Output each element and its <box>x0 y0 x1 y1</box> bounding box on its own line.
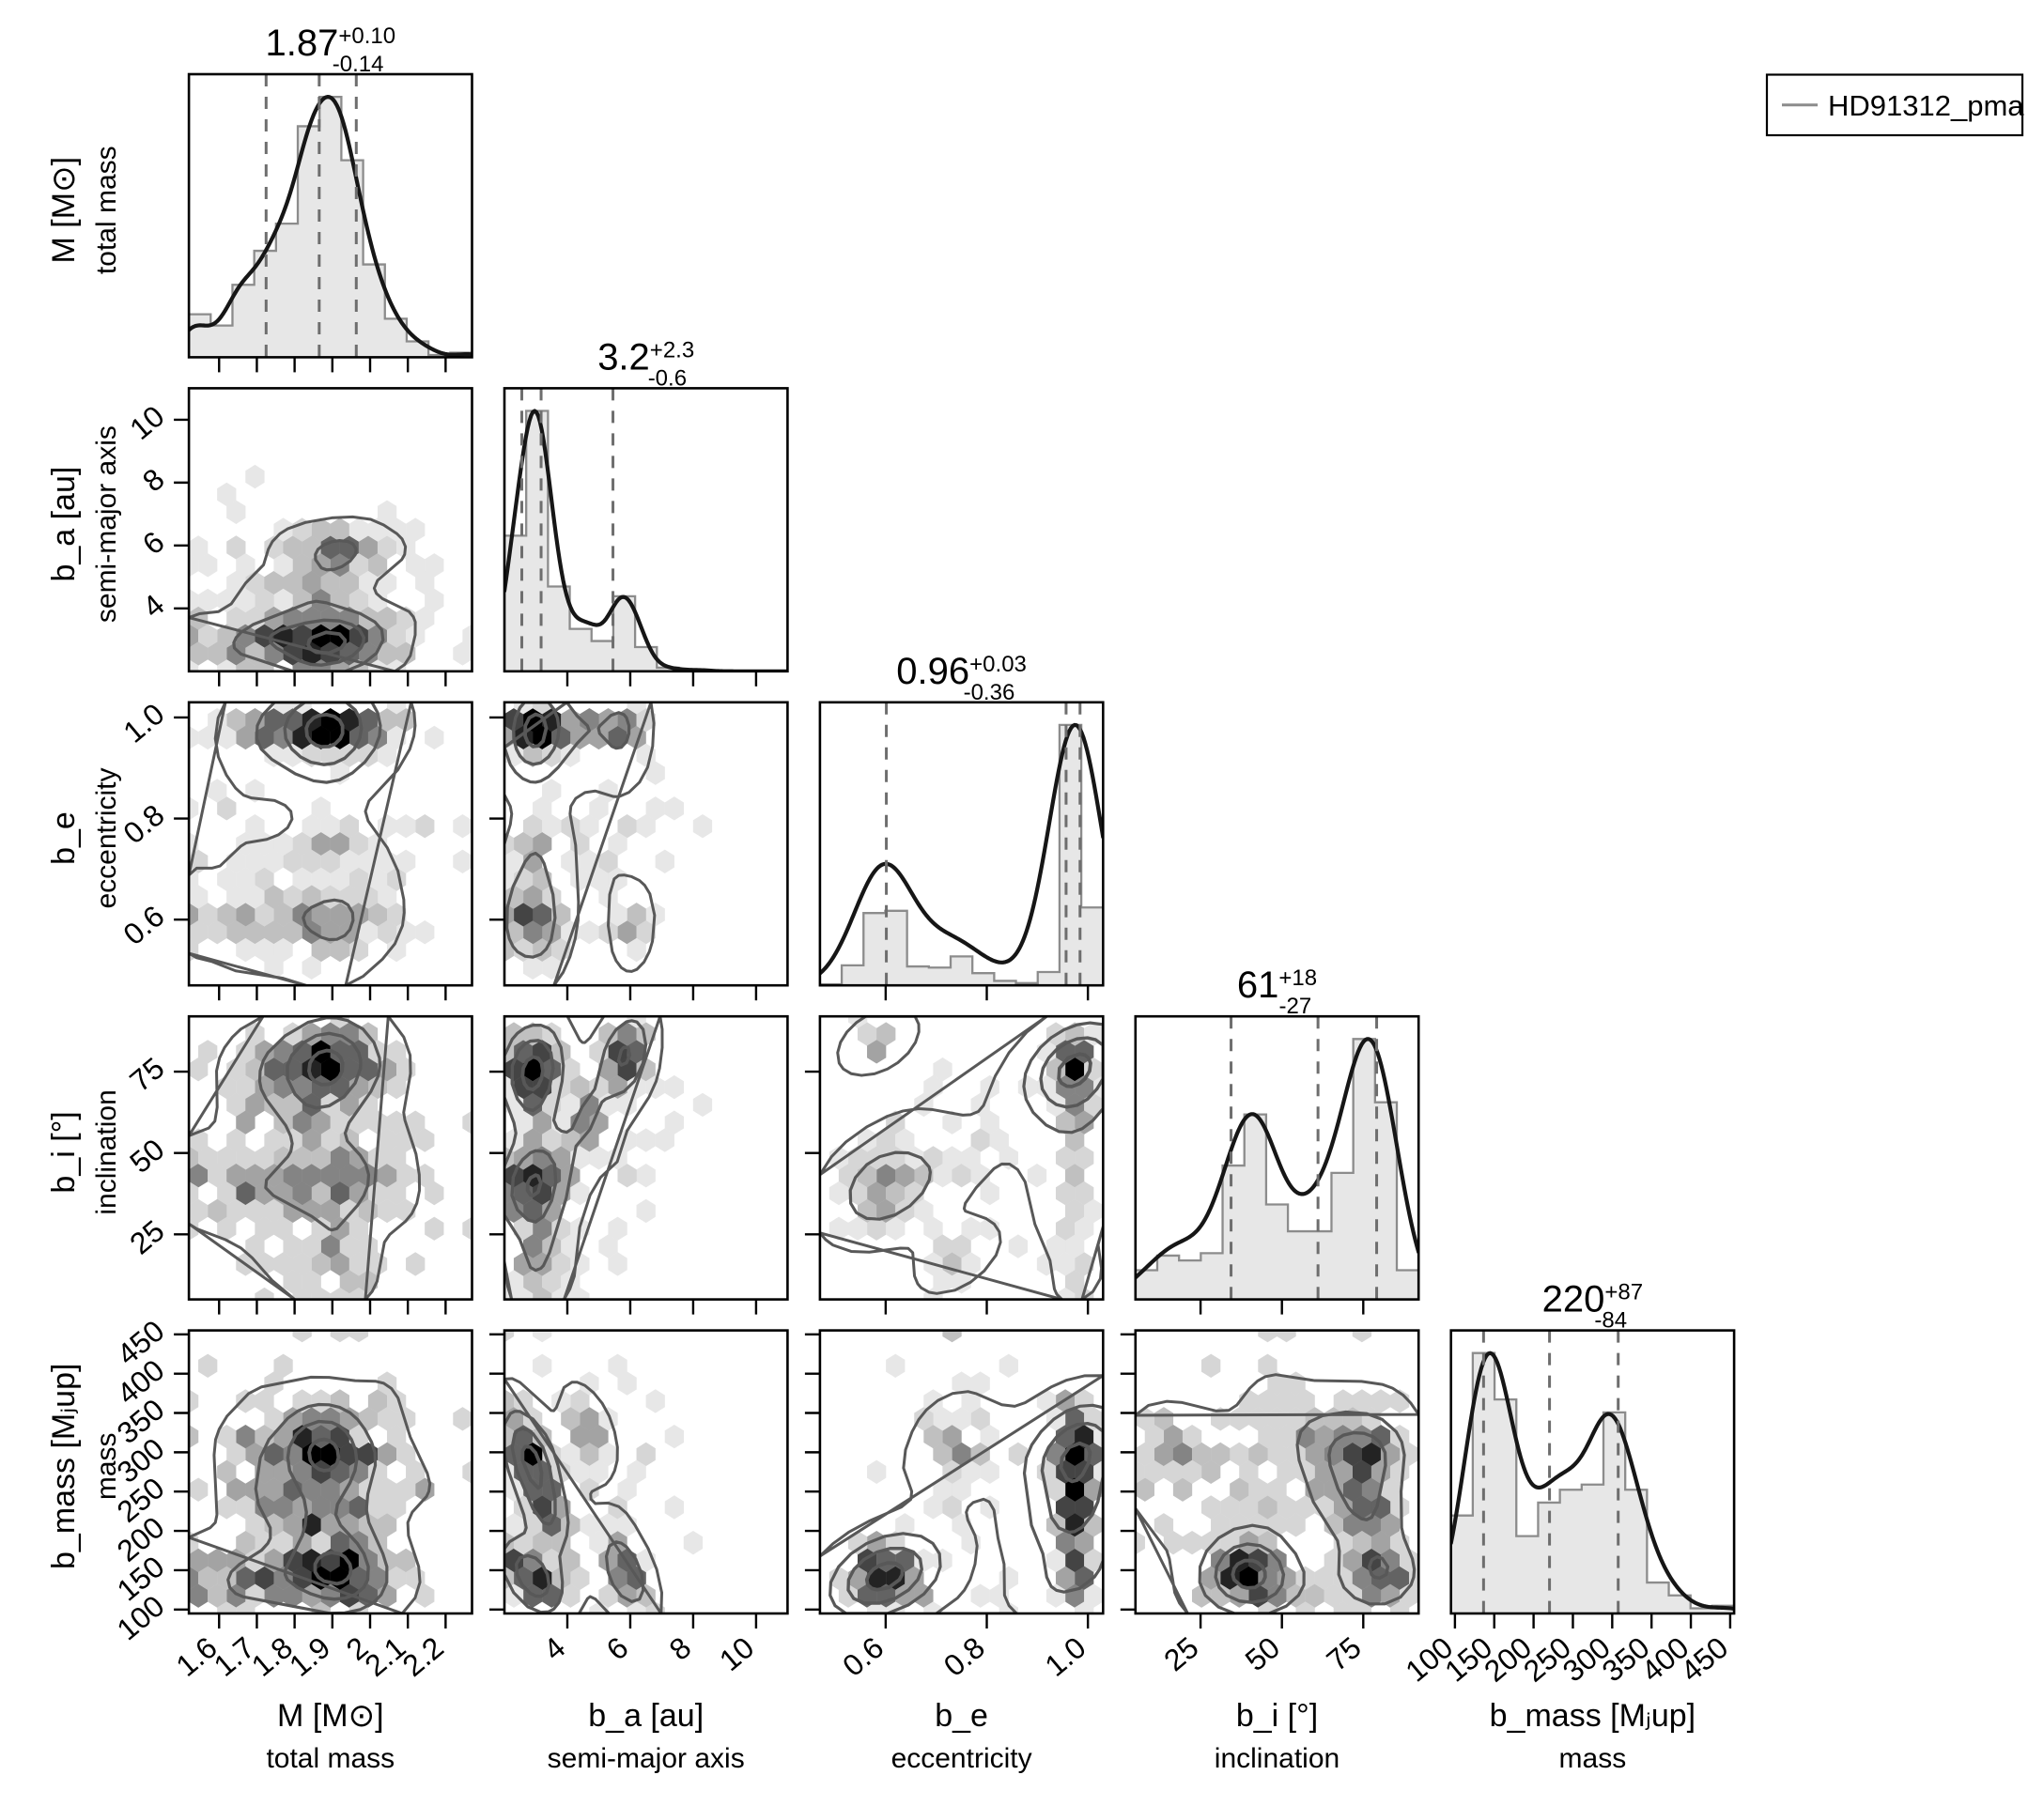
svg-text:b_i [°]: b_i [°] <box>46 1111 82 1193</box>
svg-text:mass: mass <box>91 1432 122 1500</box>
svg-text:inclination: inclination <box>91 1089 122 1214</box>
svg-text:semi-major axis: semi-major axis <box>548 1743 745 1774</box>
svg-text:total mass: total mass <box>266 1743 395 1774</box>
svg-text:-84: -84 <box>1594 1308 1627 1334</box>
svg-text:mass: mass <box>1559 1743 1627 1774</box>
svg-text:semi-major axis: semi-major axis <box>91 425 122 623</box>
svg-text:b_e: b_e <box>935 1698 988 1734</box>
svg-text:M [M⊙]: M [M⊙] <box>277 1698 383 1734</box>
svg-text:eccentricity: eccentricity <box>891 1743 1032 1774</box>
svg-text:b_a [au]: b_a [au] <box>46 467 82 582</box>
svg-text:-0.14: -0.14 <box>333 52 384 77</box>
svg-text:-0.36: -0.36 <box>964 680 1015 705</box>
svg-text:inclination: inclination <box>1215 1743 1339 1774</box>
svg-text:b_mass [Mⱼup]: b_mass [Mⱼup] <box>46 1364 82 1569</box>
svg-text:total mass: total mass <box>91 146 122 274</box>
svg-text:b_e: b_e <box>46 811 82 865</box>
svg-text:b_a [au]: b_a [au] <box>588 1698 704 1734</box>
svg-text:b_mass [Mⱼup]: b_mass [Mⱼup] <box>1490 1698 1696 1734</box>
svg-text:M [M⊙]: M [M⊙] <box>46 157 82 263</box>
svg-text:-27: -27 <box>1279 994 1312 1019</box>
svg-text:HD91312_pma: HD91312_pma <box>1828 89 2024 122</box>
svg-text:b_i [°]: b_i [°] <box>1236 1698 1318 1734</box>
svg-text:-0.6: -0.6 <box>648 365 687 391</box>
svg-text:eccentricity: eccentricity <box>91 767 122 908</box>
